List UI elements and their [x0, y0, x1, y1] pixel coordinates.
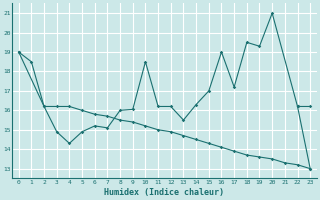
X-axis label: Humidex (Indice chaleur): Humidex (Indice chaleur) — [104, 188, 224, 197]
